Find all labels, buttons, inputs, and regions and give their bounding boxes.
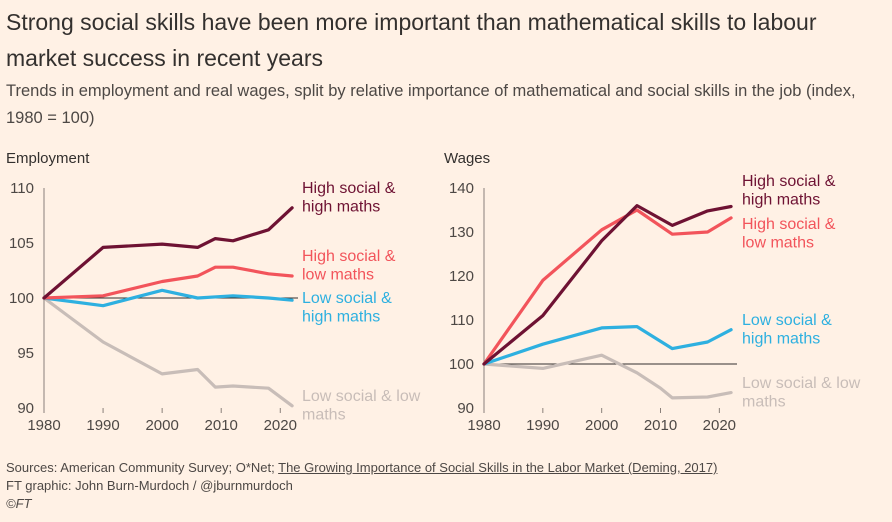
x-tick-label-1990: 1990 <box>86 417 119 434</box>
series-label-line: High social & <box>742 216 836 233</box>
x-tick-label-2000: 2000 <box>585 417 618 434</box>
y-tick-label-100: 100 <box>449 356 474 373</box>
series-label-line: High social & <box>742 173 836 190</box>
series-label-high-social-and-low-maths: High social & low maths <box>302 248 396 284</box>
panel-title-wages: Wages <box>444 150 490 167</box>
series-label-line: Low social & low <box>742 375 861 392</box>
sources-link[interactable]: The Growing Importance of Social Skills … <box>278 460 718 475</box>
series-label-line: Low social & <box>742 312 832 329</box>
x-tick-label-2020: 2020 <box>703 417 736 434</box>
employment-panel: Employment 90 95 100 105 110 1980 1990 2000 2010 2… <box>6 150 421 434</box>
graphic-credit: FT graphic: John Burn-Murdoch / @jburnmu… <box>6 478 293 493</box>
series-line-low-social-and-low-maths <box>482 353 733 400</box>
x-tick-label-2000: 2000 <box>145 417 178 434</box>
series-label-line: high maths <box>742 331 820 348</box>
series-line-high-social-and-high-maths <box>42 206 294 300</box>
footer: Sources: American Community Survey; O*Ne… <box>6 459 886 513</box>
y-tick-label-95: 95 <box>17 345 34 362</box>
sources-line: Sources: American Community Survey; O*Ne… <box>6 459 886 477</box>
y-tick-label-130: 130 <box>449 224 474 241</box>
series-line-low-social-and-high-maths <box>482 325 733 366</box>
chart-title: Strong social skills have been more impo… <box>6 9 817 71</box>
series-label-line: Low social & low <box>302 388 421 405</box>
series-label-line: maths <box>742 394 786 411</box>
series-line-low-social-and-low-maths <box>42 296 294 408</box>
series-line-low-social-and-high-maths <box>42 288 294 308</box>
y-tick-label-120: 120 <box>449 268 474 285</box>
series-label-line: high maths <box>742 192 820 209</box>
series-label-line: high maths <box>302 199 380 216</box>
series-label-line: High social & <box>302 248 396 265</box>
wages-panel: Wages 90 100 110 120 130 140 1980 1990 2000 2010 20… <box>444 150 861 434</box>
series-label-high-social-and-low-maths: High social & low maths <box>742 216 836 252</box>
x-tick-label-2020: 2020 <box>264 417 297 434</box>
series-label-high-social-and-high-maths: High social & high maths <box>742 173 836 209</box>
series-label-low-social-and-high-maths: Low social & high maths <box>742 312 832 348</box>
series-label-line: low maths <box>742 235 814 252</box>
series-label-line: high maths <box>302 309 380 326</box>
series-label-low-social-and-low-maths: Low social & low maths <box>302 388 421 424</box>
series-label-low-social-and-high-maths: Low social & high maths <box>302 290 392 326</box>
chart-area: Employment 90 95 100 105 110 1980 1990 2000 2010 2… <box>6 150 861 434</box>
series-line-high-social-and-high-maths <box>482 204 733 366</box>
y-tick-label-90: 90 <box>17 400 34 417</box>
y-tick-label-90: 90 <box>457 400 474 417</box>
y-tick-label-110: 110 <box>450 312 474 329</box>
x-tick-label-2010: 2010 <box>644 417 677 434</box>
panel-title-employment: Employment <box>6 150 90 167</box>
series-label-line: maths <box>302 407 346 424</box>
y-tick-label-140: 140 <box>449 180 474 197</box>
chart-subtitle: Trends in employment and real wages, spl… <box>6 82 856 127</box>
x-tick-label-2010: 2010 <box>205 417 238 434</box>
y-tick-label-110: 110 <box>10 180 34 197</box>
copyright: ©FT <box>6 496 32 511</box>
series-label-line: Low social & <box>302 290 392 307</box>
y-tick-label-105: 105 <box>9 235 34 252</box>
series-line-high-social-and-low-maths <box>482 208 733 366</box>
y-tick-label-100: 100 <box>9 290 34 307</box>
series-label-high-social-and-high-maths: High social & high maths <box>302 180 396 216</box>
x-tick-label-1990: 1990 <box>526 417 559 434</box>
x-tick-label-1980: 1980 <box>467 417 500 434</box>
series-line-high-social-and-low-maths <box>42 265 294 300</box>
x-tick-label-1980: 1980 <box>27 417 60 434</box>
series-label-line: High social & <box>302 180 396 197</box>
series-label-line: low maths <box>302 267 374 284</box>
sources-text: Sources: American Community Survey; O*Ne… <box>6 460 279 475</box>
series-label-low-social-and-low-maths: Low social & low maths <box>742 375 861 411</box>
